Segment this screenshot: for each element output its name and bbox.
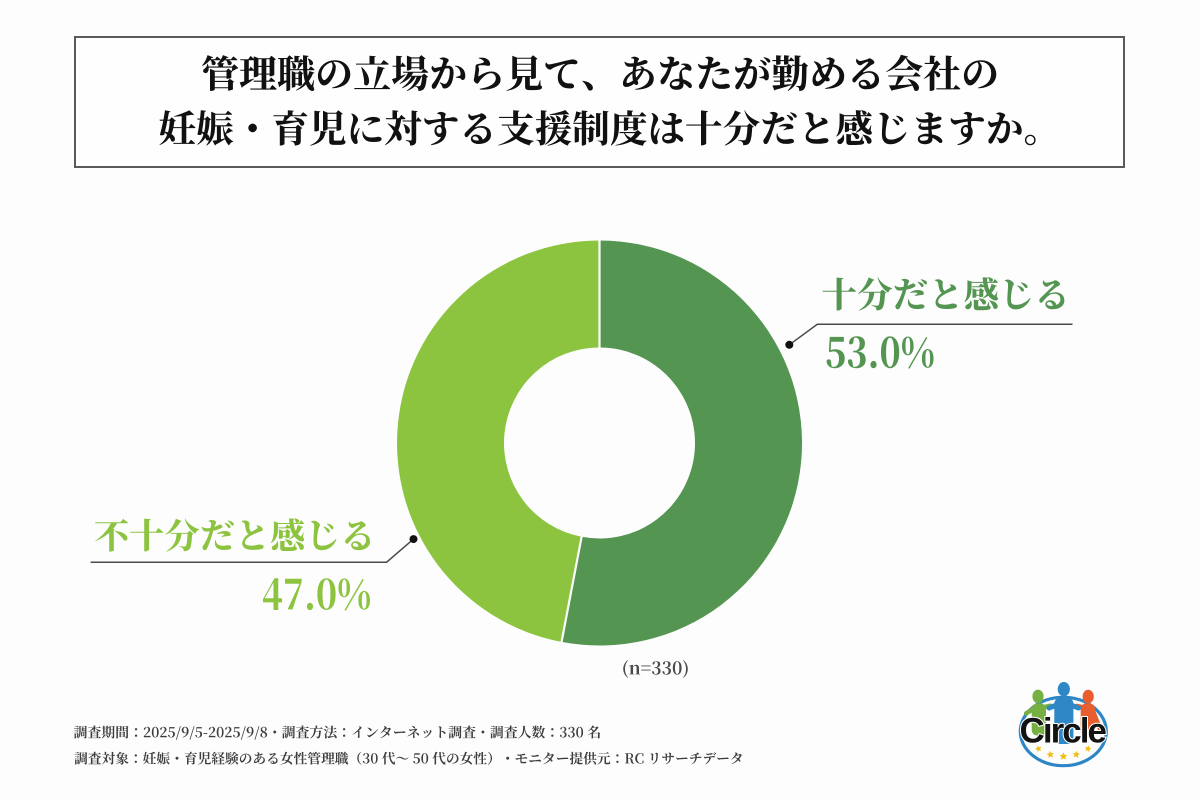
svg-text:Circle: Circle: [1020, 711, 1107, 750]
